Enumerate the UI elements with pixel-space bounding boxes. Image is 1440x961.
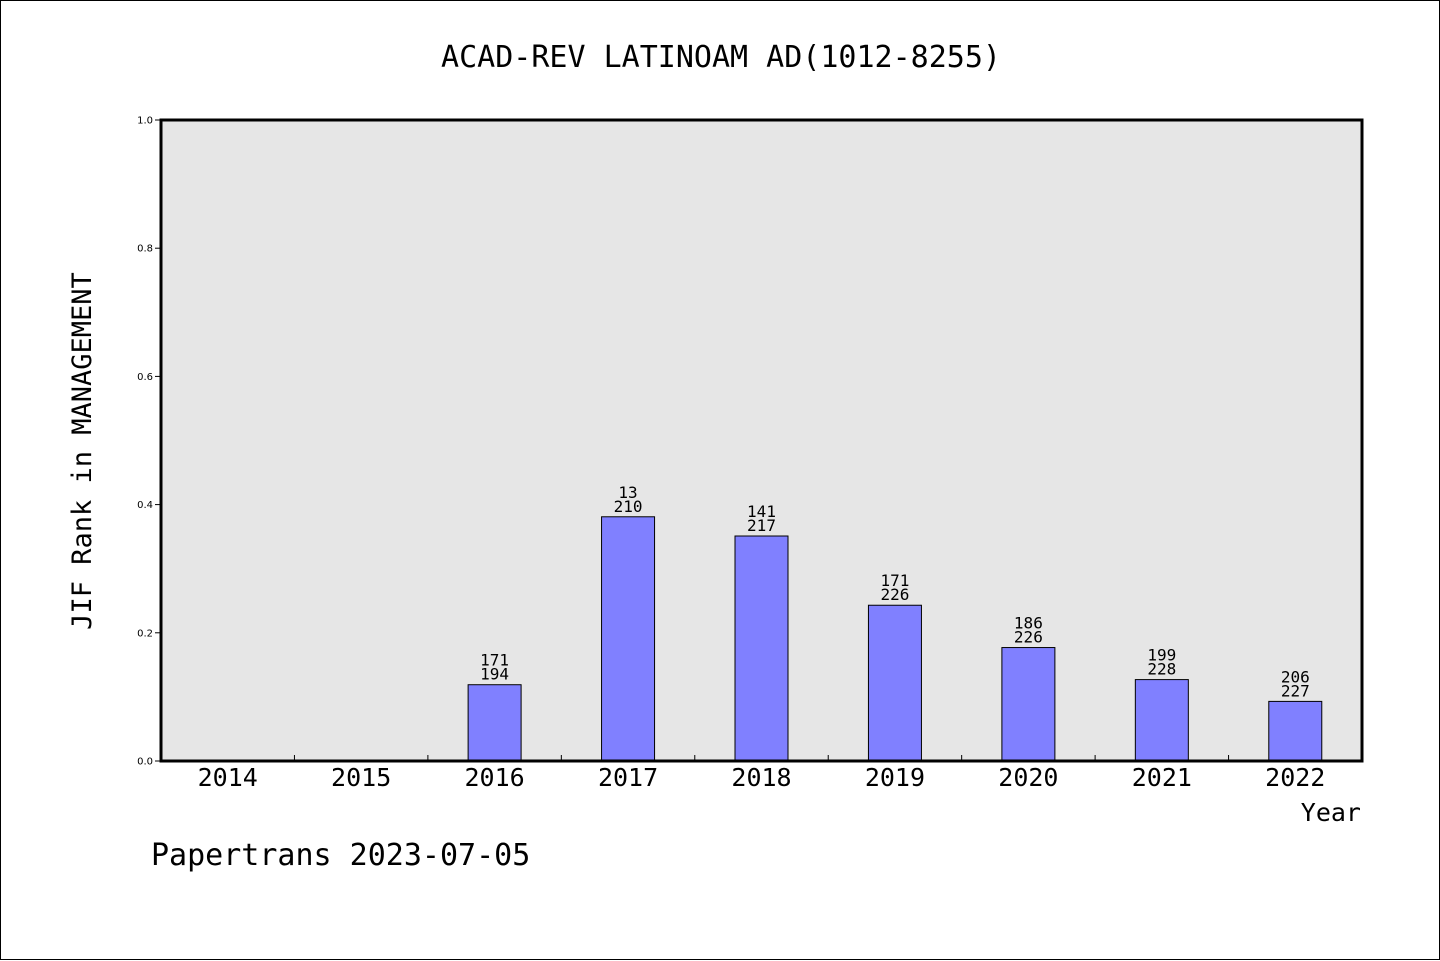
x-tick-label: 2020	[998, 763, 1058, 792]
bar-2018	[734, 535, 789, 762]
bar-label-top: 171	[880, 571, 909, 590]
y-tick-label: 0.6	[137, 372, 153, 383]
bar-label-top: 199	[1147, 646, 1176, 665]
x-tick-label: 2018	[731, 763, 791, 792]
chart-title: ACAD-REV LATINOAM AD(1012-8255)	[441, 40, 1001, 75]
bar-2020	[1001, 647, 1056, 762]
y-tick-label: 0.2	[137, 628, 153, 639]
bar-label-bottom: 228	[1147, 660, 1176, 679]
y-tick-label: 1.0	[137, 116, 153, 127]
x-tick-label: 2014	[198, 763, 258, 792]
y-axis-label: JIF Rank in MANAGEMENT	[67, 272, 98, 630]
x-axis-label: Year	[1301, 798, 1361, 827]
bar-label-top: 206	[1281, 667, 1310, 686]
bar-label-bottom: 194	[480, 665, 509, 684]
x-tick-label: 2015	[331, 763, 391, 792]
x-tick-label: 2016	[465, 763, 525, 792]
y-tick-label: 0.0	[137, 757, 153, 768]
plot-border	[159, 118, 1364, 763]
bar-2016	[467, 684, 522, 762]
bar-2017	[601, 516, 656, 762]
bar-label-bottom: 226	[1014, 628, 1043, 647]
bar-label-top: 141	[747, 502, 776, 521]
x-tick-label: 2021	[1132, 763, 1192, 792]
x-axis: 2014 2015 2016 2017 2018 2019 2020 2021 2022	[198, 755, 1325, 792]
bar-label-bottom: 210	[614, 497, 643, 516]
x-tick-label: 2022	[1265, 763, 1325, 792]
bar-label-bottom: 227	[1281, 681, 1310, 700]
bar-2019	[867, 604, 922, 762]
bar-label-top: 171	[480, 651, 509, 670]
y-tick-label: 0.8	[137, 244, 153, 255]
y-axis: 0.0 0.2 0.4 0.6 0.8 1.0	[137, 116, 161, 768]
bar-label-top: 13	[618, 483, 637, 502]
x-tick-label: 2019	[865, 763, 925, 792]
bar-label-bottom: 217	[747, 516, 776, 535]
credit-text: Papertrans 2023-07-05	[151, 838, 530, 873]
bar-label-top: 186	[1014, 614, 1043, 633]
bar-2022	[1268, 700, 1323, 762]
y-tick-label: 0.4	[137, 500, 153, 511]
x-tick-label: 2017	[598, 763, 658, 792]
bar-2021	[1134, 679, 1189, 762]
bar-label-bottom: 226	[880, 585, 909, 604]
